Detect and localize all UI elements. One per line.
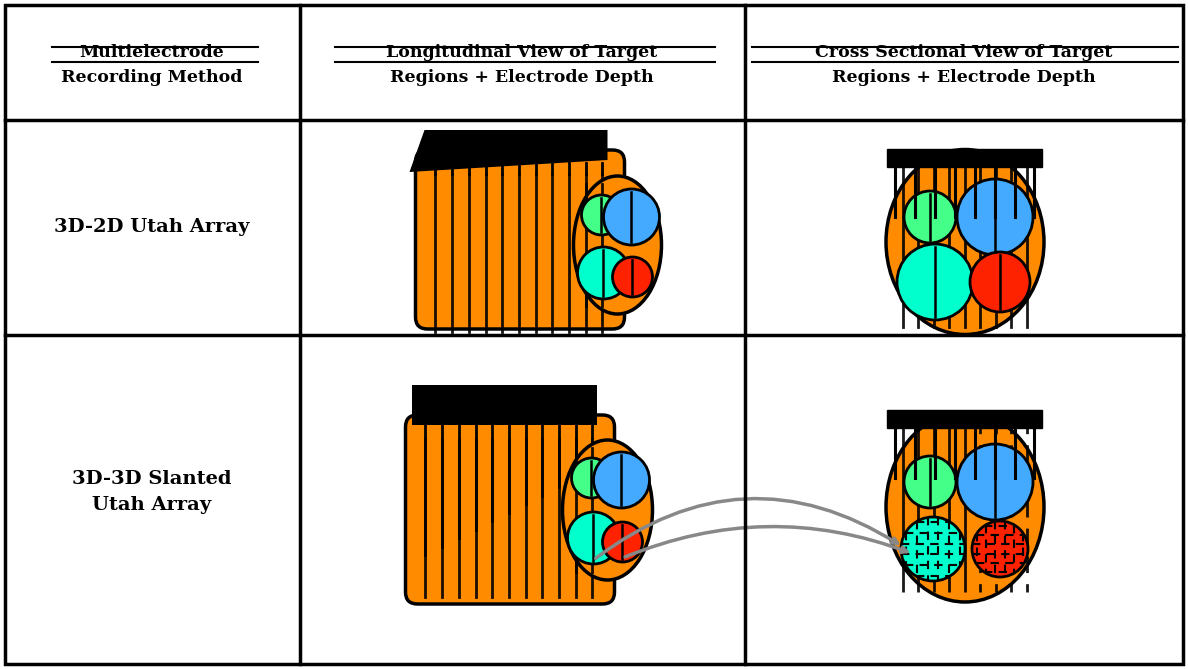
Circle shape	[904, 191, 956, 243]
Text: Cross Sectional View of Target
Regions + Electrode Depth: Cross Sectional View of Target Regions +…	[815, 44, 1113, 86]
Circle shape	[901, 517, 965, 581]
Text: Multielectrode
Recording Method: Multielectrode Recording Method	[62, 44, 242, 86]
Circle shape	[581, 195, 621, 235]
Polygon shape	[410, 130, 607, 172]
Circle shape	[577, 247, 630, 299]
Bar	[887, 149, 1043, 167]
Bar	[887, 410, 1043, 428]
Circle shape	[571, 458, 612, 498]
Circle shape	[969, 252, 1030, 312]
Circle shape	[613, 257, 652, 297]
Polygon shape	[412, 385, 598, 425]
Circle shape	[904, 456, 956, 508]
Circle shape	[958, 179, 1034, 255]
Circle shape	[594, 452, 650, 508]
Text: Longitudinal View of Target
Regions + Electrode Depth: Longitudinal View of Target Regions + El…	[386, 44, 658, 86]
Ellipse shape	[574, 176, 662, 314]
FancyBboxPatch shape	[405, 415, 614, 604]
Ellipse shape	[562, 440, 652, 580]
Ellipse shape	[886, 412, 1044, 602]
Circle shape	[602, 522, 643, 562]
Text: 3D-2D Utah Array: 3D-2D Utah Array	[55, 218, 249, 236]
Ellipse shape	[886, 149, 1044, 334]
Text: 3D-3D Slanted
Utah Array: 3D-3D Slanted Utah Array	[72, 470, 232, 514]
Circle shape	[568, 512, 619, 564]
Circle shape	[604, 189, 659, 245]
FancyBboxPatch shape	[416, 150, 625, 329]
Circle shape	[972, 521, 1028, 577]
Circle shape	[958, 444, 1034, 520]
Circle shape	[897, 244, 973, 320]
